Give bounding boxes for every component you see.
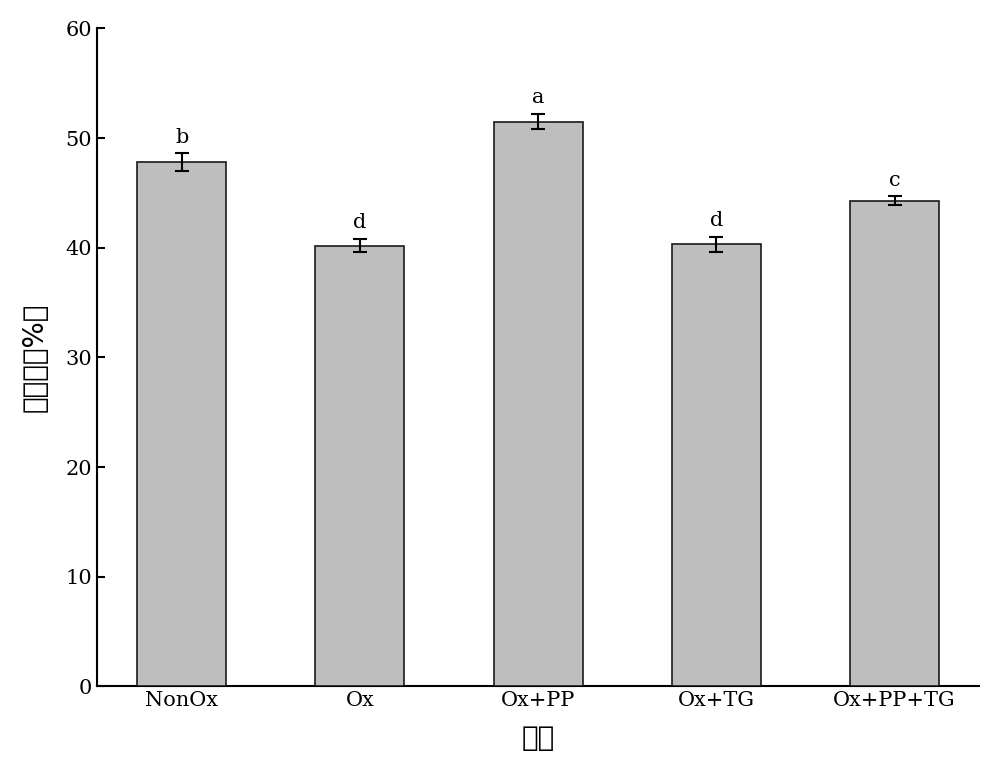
Bar	[137, 162, 226, 686]
Text: a: a	[532, 88, 544, 107]
Text: b: b	[175, 128, 188, 147]
Bar	[315, 246, 404, 686]
Text: d: d	[710, 211, 723, 230]
Text: c: c	[889, 171, 900, 189]
Text: d: d	[353, 213, 367, 233]
Bar	[494, 121, 583, 686]
Bar	[850, 200, 939, 686]
X-axis label: 样品: 样品	[522, 724, 555, 752]
Bar	[672, 244, 761, 686]
Y-axis label: 持水性（%）: 持水性（%）	[21, 303, 49, 412]
